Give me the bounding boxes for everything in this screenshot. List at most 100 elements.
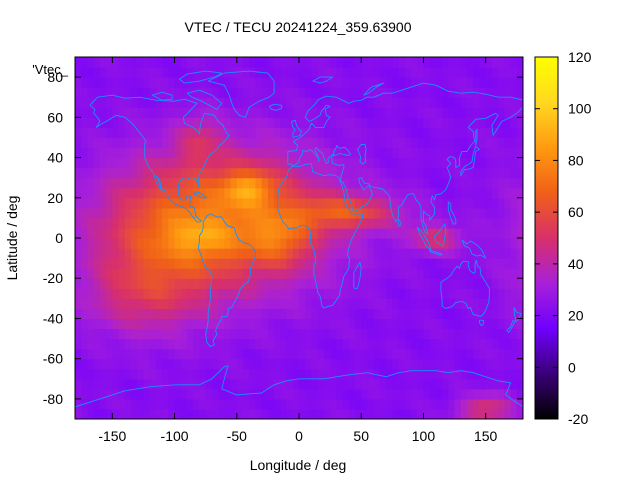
- heatmap-cell: [137, 408, 145, 419]
- heatmap-cell: [417, 318, 425, 330]
- heatmap-cell: [323, 328, 331, 340]
- heatmap-cell: [205, 57, 213, 68]
- heatmap-cell: [323, 408, 331, 419]
- heatmap-cell: [516, 328, 523, 340]
- heatmap-cell: [336, 197, 344, 209]
- heatmap-cell: [280, 207, 288, 219]
- heatmap-cell: [292, 318, 300, 330]
- heatmap-cell: [131, 137, 138, 149]
- heatmap-cell: [118, 348, 126, 360]
- heatmap-cell: [205, 197, 213, 209]
- heatmap-cell: [479, 408, 487, 419]
- heatmap-cell: [193, 197, 201, 209]
- heatmap-cell: [93, 298, 101, 309]
- coastline-australia: [440, 259, 490, 317]
- heatmap-cell: [249, 187, 257, 199]
- heatmap-cell: [112, 157, 120, 169]
- heatmap-cell: [149, 187, 157, 199]
- heatmap-cell: [255, 97, 263, 108]
- heatmap-cell: [236, 117, 244, 128]
- heatmap-cell: [429, 187, 437, 199]
- heatmap-cell: [379, 298, 387, 309]
- heatmap-cell: [435, 217, 443, 229]
- heatmap-cell: [317, 87, 325, 98]
- heatmap-cell: [473, 167, 481, 179]
- heatmap-cell: [379, 248, 387, 259]
- heatmap-cell: [124, 238, 132, 249]
- heatmap-cell: [218, 368, 225, 380]
- heatmap-cell: [267, 157, 275, 169]
- heatmap-cell: [305, 127, 313, 139]
- heatmap-cell: [491, 207, 499, 219]
- heatmap-cell: [174, 338, 182, 350]
- heatmap-cell: [236, 197, 244, 209]
- heatmap-cell: [75, 308, 82, 320]
- heatmap-cell: [199, 97, 207, 108]
- heatmap-cell: [199, 87, 207, 98]
- heatmap-cell: [149, 288, 157, 299]
- heatmap-cell: [211, 117, 219, 128]
- heatmap-cell: [516, 378, 523, 390]
- heatmap-cell: [491, 227, 499, 239]
- heatmap-cell: [305, 328, 313, 340]
- heatmap-cell: [137, 328, 145, 340]
- heatmap-cell: [504, 167, 512, 179]
- heatmap-cell: [155, 117, 163, 128]
- heatmap-cell: [211, 278, 219, 289]
- heatmap-cell: [168, 117, 176, 128]
- heatmap-cell: [124, 67, 132, 78]
- heatmap-cell: [361, 408, 369, 419]
- heatmap-cell: [205, 217, 213, 229]
- heatmap-cell: [411, 318, 418, 330]
- heatmap-cell: [180, 348, 188, 360]
- heatmap-cell: [299, 408, 306, 419]
- heatmap-cell: [224, 177, 232, 189]
- heatmap-cell: [485, 107, 493, 118]
- heatmap-cell: [361, 378, 369, 390]
- heatmap-cell: [435, 318, 443, 330]
- heatmap-cell: [230, 117, 238, 128]
- heatmap-cell: [93, 137, 101, 149]
- heatmap-cell: [479, 288, 487, 299]
- heatmap-cell: [317, 308, 325, 320]
- heatmap-cell: [479, 227, 487, 239]
- heatmap-cell: [311, 117, 319, 128]
- heatmap-cell: [361, 167, 369, 179]
- heatmap-cell: [249, 77, 257, 88]
- heatmap-cell: [417, 348, 425, 360]
- heatmap-cell: [224, 107, 232, 118]
- heatmap-cell: [174, 408, 182, 419]
- heatmap-cell: [168, 238, 176, 249]
- heatmap-cell: [516, 318, 523, 330]
- heatmap-cell: [255, 298, 263, 309]
- heatmap-cell: [149, 308, 157, 320]
- heatmap-cell: [143, 388, 151, 400]
- heatmap-cell: [174, 207, 182, 219]
- heatmap-cell: [479, 328, 487, 340]
- coastline-philippines: [447, 201, 457, 225]
- heatmap-cell: [336, 378, 344, 390]
- heatmap-cell: [230, 248, 238, 259]
- heatmap-cell: [373, 157, 381, 169]
- heatmap-cell: [479, 268, 487, 279]
- heatmap-cell: [423, 107, 431, 118]
- heatmap-cell: [510, 77, 518, 88]
- heatmap-cell: [187, 137, 194, 149]
- heatmap-cell: [131, 388, 138, 400]
- heatmap-cell: [131, 258, 138, 269]
- heatmap-cell: [236, 77, 244, 88]
- heatmap-cell: [292, 388, 300, 400]
- heatmap-cell: [386, 127, 393, 139]
- heatmap-cell: [379, 368, 387, 380]
- heatmap-cell: [106, 117, 113, 128]
- heatmap-cell: [348, 57, 356, 68]
- heatmap-cell: [361, 207, 369, 219]
- heatmap-cell: [87, 207, 95, 219]
- heatmap-cell: [168, 197, 176, 209]
- heatmap-cell: [498, 348, 505, 360]
- heatmap-cell: [323, 67, 331, 78]
- heatmap-cell: [491, 57, 499, 68]
- heatmap-cell: [193, 217, 201, 229]
- heatmap-cell: [305, 358, 313, 370]
- heatmap-cell: [168, 258, 176, 269]
